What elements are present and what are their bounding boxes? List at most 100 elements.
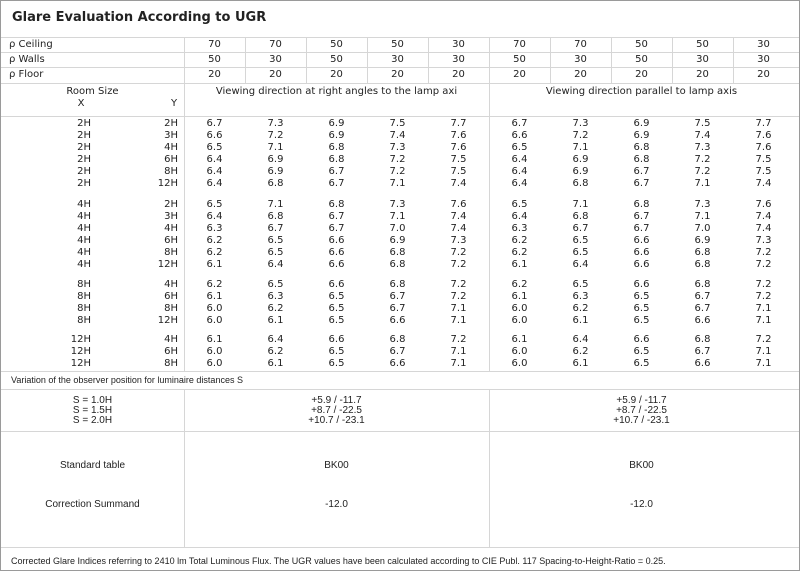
ugr-value: 6.4 <box>206 178 223 189</box>
ugr-value: 6.5 <box>572 247 589 258</box>
ugr-value: 6.2 <box>206 279 223 290</box>
ugr-value: 7.6 <box>450 142 467 153</box>
room-y: 4H <box>164 334 178 345</box>
ugr-value: 7.0 <box>694 223 711 234</box>
ugr-value: 6.7 <box>511 118 528 129</box>
ugr-value: 7.5 <box>450 154 467 165</box>
divider <box>1 547 799 548</box>
ugr-value: 7.1 <box>450 303 467 314</box>
room-y: 8H <box>164 166 178 177</box>
standard-table-value: BK00 <box>629 460 654 471</box>
ugr-value: 6.4 <box>511 154 528 165</box>
ugr-value: 7.1 <box>389 211 406 222</box>
reflectance-value: 20 <box>757 69 770 80</box>
ugr-value: 6.9 <box>389 235 406 246</box>
room-x: 4H <box>77 259 91 270</box>
ugr-value: 7.7 <box>450 118 467 129</box>
room-y: 4H <box>164 279 178 290</box>
room-x: 2H <box>77 130 91 141</box>
variation-value: +5.9 / -11.7 <box>616 395 667 406</box>
correction-label: Correction Summand <box>45 499 140 510</box>
ugr-value: 7.4 <box>450 211 467 222</box>
ugr-value: 6.0 <box>206 358 223 369</box>
ugr-value: 6.9 <box>572 154 589 165</box>
ugr-value: 7.5 <box>755 166 772 177</box>
reflectance-value: 30 <box>452 54 465 65</box>
ugr-value: 7.2 <box>572 130 589 141</box>
ugr-value: 7.2 <box>755 247 772 258</box>
room-y: 12H <box>157 315 178 326</box>
ugr-value: 7.1 <box>755 346 772 357</box>
divider <box>1 37 799 38</box>
ugr-value: 6.6 <box>633 334 650 345</box>
ugr-value: 6.5 <box>328 346 345 357</box>
ugr-value: 7.4 <box>694 130 711 141</box>
ugr-value: 7.2 <box>450 334 467 345</box>
ugr-value: 6.6 <box>694 315 711 326</box>
ugr-value: 6.1 <box>511 334 528 345</box>
ugr-value: 7.1 <box>694 178 711 189</box>
room-y: 12H <box>157 259 178 270</box>
ugr-value: 7.7 <box>755 118 772 129</box>
ugr-value: 6.6 <box>694 358 711 369</box>
reflectance-value: 50 <box>330 39 343 50</box>
ugr-value: 7.5 <box>694 118 711 129</box>
ugr-value: 6.8 <box>389 334 406 345</box>
ugr-value: 7.2 <box>755 291 772 302</box>
room-y: 12H <box>157 178 178 189</box>
ugr-value: 6.8 <box>572 178 589 189</box>
ugr-value: 6.8 <box>267 178 284 189</box>
ugr-value: 6.4 <box>267 334 284 345</box>
room-size-x-label: X <box>77 98 85 109</box>
divider <box>1 83 799 84</box>
reflectance-value: 50 <box>330 54 343 65</box>
ugr-value: 6.7 <box>389 303 406 314</box>
ugr-value: 6.1 <box>511 291 528 302</box>
ugr-value: 6.5 <box>328 315 345 326</box>
ugr-value: 7.2 <box>755 259 772 270</box>
ugr-value: 6.7 <box>694 303 711 314</box>
ugr-value: 6.5 <box>267 235 284 246</box>
ugr-value: 6.0 <box>206 315 223 326</box>
ugr-value: 7.1 <box>267 142 284 153</box>
divider <box>245 37 246 83</box>
standard-table-value: BK00 <box>324 460 349 471</box>
ugr-value: 6.7 <box>328 223 345 234</box>
reflectance-value: 20 <box>574 69 587 80</box>
room-x: 8H <box>77 279 91 290</box>
ugr-value: 6.5 <box>511 199 528 210</box>
ugr-value: 6.7 <box>267 223 284 234</box>
ugr-value: 6.4 <box>572 334 589 345</box>
reflectance-value: 20 <box>330 69 343 80</box>
ugr-value: 7.3 <box>389 199 406 210</box>
ugr-value: 6.5 <box>572 279 589 290</box>
room-y: 3H <box>164 130 178 141</box>
ugr-value: 7.6 <box>755 142 772 153</box>
divider <box>1 116 799 117</box>
ugr-value: 7.4 <box>450 223 467 234</box>
ugr-value: 6.6 <box>511 130 528 141</box>
reflectance-value: 70 <box>269 39 282 50</box>
divider <box>1 52 799 53</box>
ugr-value: 7.1 <box>267 199 284 210</box>
page-title: Glare Evaluation According to UGR <box>12 10 267 25</box>
ugr-value: 6.5 <box>633 358 650 369</box>
reflectance-value: 50 <box>208 54 221 65</box>
ugr-value: 6.8 <box>633 154 650 165</box>
ugr-value: 6.8 <box>572 211 589 222</box>
ugr-value: 7.4 <box>755 178 772 189</box>
reflectance-value: 50 <box>513 54 526 65</box>
ugr-value: 6.3 <box>267 291 284 302</box>
direction-parallel: Viewing direction parallel to lamp axis <box>545 86 738 97</box>
ugr-value: 6.4 <box>206 211 223 222</box>
ugr-value: 7.4 <box>389 130 406 141</box>
room-x: 8H <box>77 315 91 326</box>
divider <box>489 389 490 547</box>
ugr-value: 6.5 <box>633 303 650 314</box>
room-y: 2H <box>164 118 178 129</box>
ugr-value: 6.9 <box>267 166 284 177</box>
ugr-value: 6.8 <box>633 142 650 153</box>
ugr-value: 7.6 <box>450 130 467 141</box>
ugr-value: 7.5 <box>755 154 772 165</box>
